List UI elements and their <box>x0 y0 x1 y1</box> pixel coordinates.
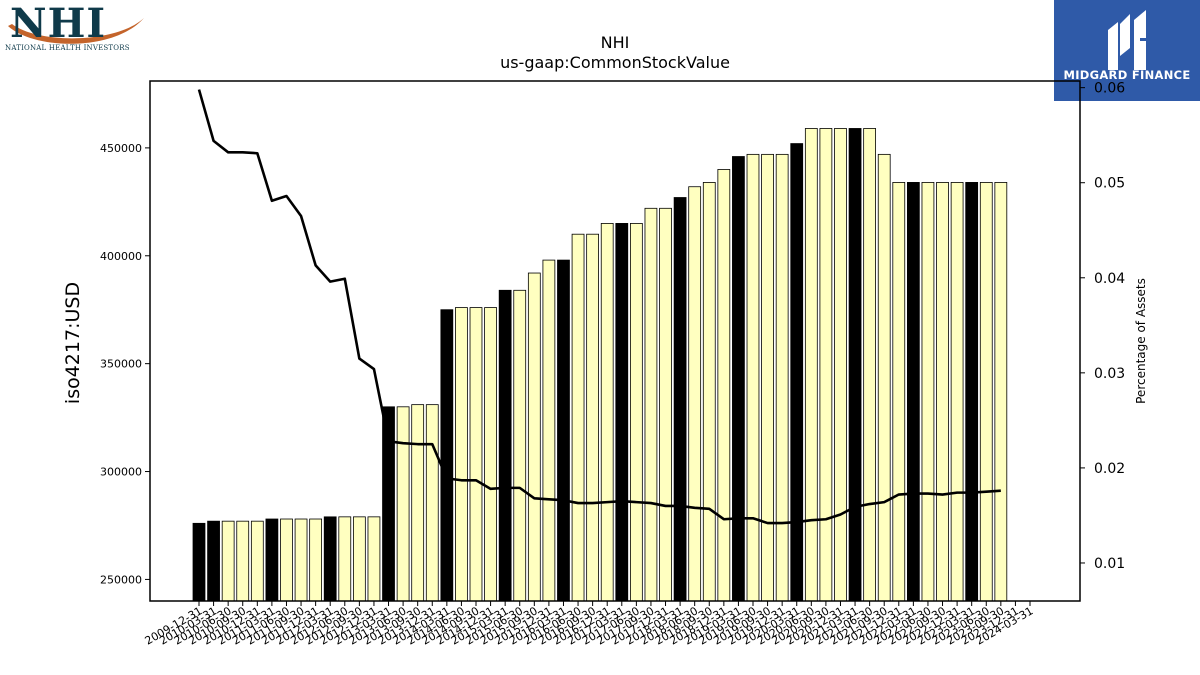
chart-subtitle: us-gaap:CommonStockValue <box>500 53 730 72</box>
bar <box>746 153 760 602</box>
y-tick-label: 450000 <box>100 142 142 155</box>
percentage-of-assets-line <box>197 89 1001 525</box>
y-tick-label: 400000 <box>100 250 142 263</box>
bar <box>659 207 672 602</box>
bar <box>236 520 250 602</box>
nhi-logo-tagline: NATIONAL HEALTH INVESTORS <box>5 44 130 52</box>
swoosh-icon <box>8 18 144 44</box>
bar <box>411 404 425 602</box>
bar <box>994 182 1008 602</box>
y2-tick-label: 0.04 <box>1094 271 1125 287</box>
bar <box>615 223 629 602</box>
bar <box>688 186 702 602</box>
bar <box>673 197 687 602</box>
y2-tick-label: 0.06 <box>1094 81 1125 97</box>
bar <box>484 307 497 602</box>
bar <box>323 516 337 602</box>
bar <box>207 520 220 602</box>
bar <box>775 153 789 602</box>
y2-axis-label: Percentage of Assets <box>1134 278 1148 404</box>
bar <box>352 516 366 602</box>
bar <box>804 128 818 602</box>
y-tick-label: 350000 <box>100 358 142 371</box>
bar <box>761 153 774 602</box>
midgard-m-icon <box>1108 10 1146 70</box>
bar <box>440 309 454 602</box>
y2-tick-label: 0.02 <box>1094 461 1125 477</box>
bar <box>571 233 585 602</box>
y2-tick-label: 0.05 <box>1094 176 1125 192</box>
y-tick-label: 250000 <box>100 573 142 586</box>
bar <box>498 289 512 602</box>
plot-frame <box>149 80 1081 602</box>
bar <box>425 404 439 602</box>
bar <box>600 223 614 602</box>
nhi-logo: NHI NATIONAL HEALTH INVESTORS <box>4 0 144 54</box>
y-axis-ticks: 250000 300000 350000 400000 450000 <box>100 142 150 586</box>
bar <box>848 128 862 602</box>
bar <box>338 516 352 602</box>
bar <box>732 156 745 602</box>
bar <box>542 259 556 602</box>
bar <box>557 259 570 602</box>
bar <box>950 182 964 602</box>
bar <box>221 520 235 602</box>
bar <box>717 169 731 602</box>
y2-tick-label: 0.01 <box>1094 556 1125 572</box>
bar <box>396 406 410 602</box>
bar <box>863 128 877 602</box>
y2-axis-ticks: 0.01 0.02 0.03 0.04 0.05 0.06 <box>1080 81 1125 572</box>
y-tick-label: 300000 <box>100 466 142 479</box>
y-axis-label: iso4217:USD <box>62 282 84 404</box>
chart-title: NHI <box>601 33 630 52</box>
bar <box>629 223 643 602</box>
bar <box>367 516 381 602</box>
bar <box>921 182 935 602</box>
bar <box>455 307 468 602</box>
y2-tick-label: 0.03 <box>1094 366 1125 382</box>
midgard-finance-name: MIDGARD FINANCE <box>1063 68 1191 82</box>
bar <box>250 520 264 602</box>
bar <box>469 307 483 602</box>
bar <box>644 207 658 602</box>
bar <box>280 518 293 602</box>
nhi-logo-letters: NHI <box>10 0 107 47</box>
bar <box>936 182 949 602</box>
bar <box>834 128 847 602</box>
bar-series <box>192 128 1008 602</box>
bar <box>309 518 322 602</box>
midgard-finance-logo: MIDGARD FINANCE <box>1054 0 1200 101</box>
bar <box>790 143 804 602</box>
bar <box>527 272 541 602</box>
x-axis-ticks: 2009-12-312010-03-312010-06-302010-09-30… <box>143 601 1036 648</box>
bar <box>965 182 979 602</box>
bar <box>892 182 906 602</box>
bar <box>265 518 279 602</box>
bar <box>877 153 891 602</box>
bar <box>586 233 600 602</box>
bar <box>979 182 993 602</box>
bar <box>702 182 716 602</box>
bar <box>819 128 833 602</box>
bar <box>906 182 920 602</box>
bar <box>513 289 527 602</box>
bar <box>192 522 206 602</box>
bar <box>294 518 308 602</box>
